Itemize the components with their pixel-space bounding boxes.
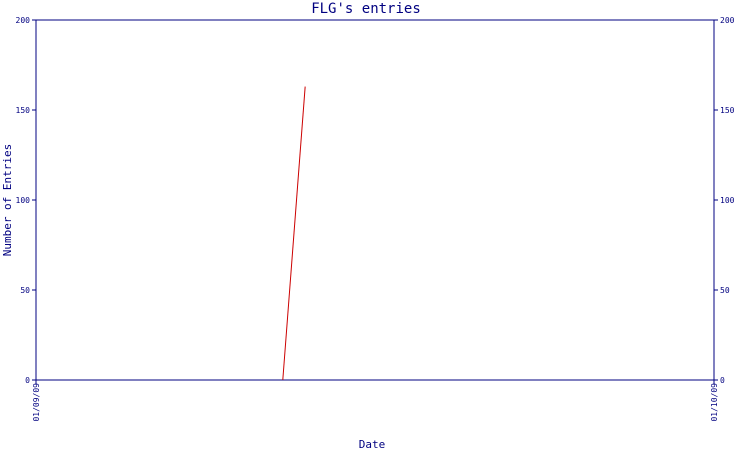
x-tick-label: 01/10/09 [710, 383, 719, 422]
y-tick-label: 0 [25, 376, 30, 385]
y-tick-label: 150 [16, 106, 31, 115]
y-tick-label: 200 [16, 16, 31, 25]
y2-tick-label: 200 [720, 16, 735, 25]
y2-tick-label: 100 [720, 196, 735, 205]
series-line [282, 86, 306, 381]
y-tick-label: 100 [16, 196, 31, 205]
y2-tick-label: 50 [720, 286, 730, 295]
chart-title: FLG's entries [311, 1, 421, 17]
plot-frame [35, 19, 715, 381]
x-tick-label: 01/09/09 [32, 383, 41, 422]
y-axis-label: Number of Entries [1, 144, 14, 257]
y-tick-label: 50 [20, 286, 30, 295]
x-axis-label: Date [359, 438, 386, 450]
y2-tick-label: 0 [720, 376, 725, 385]
y2-tick-label: 150 [720, 106, 735, 115]
